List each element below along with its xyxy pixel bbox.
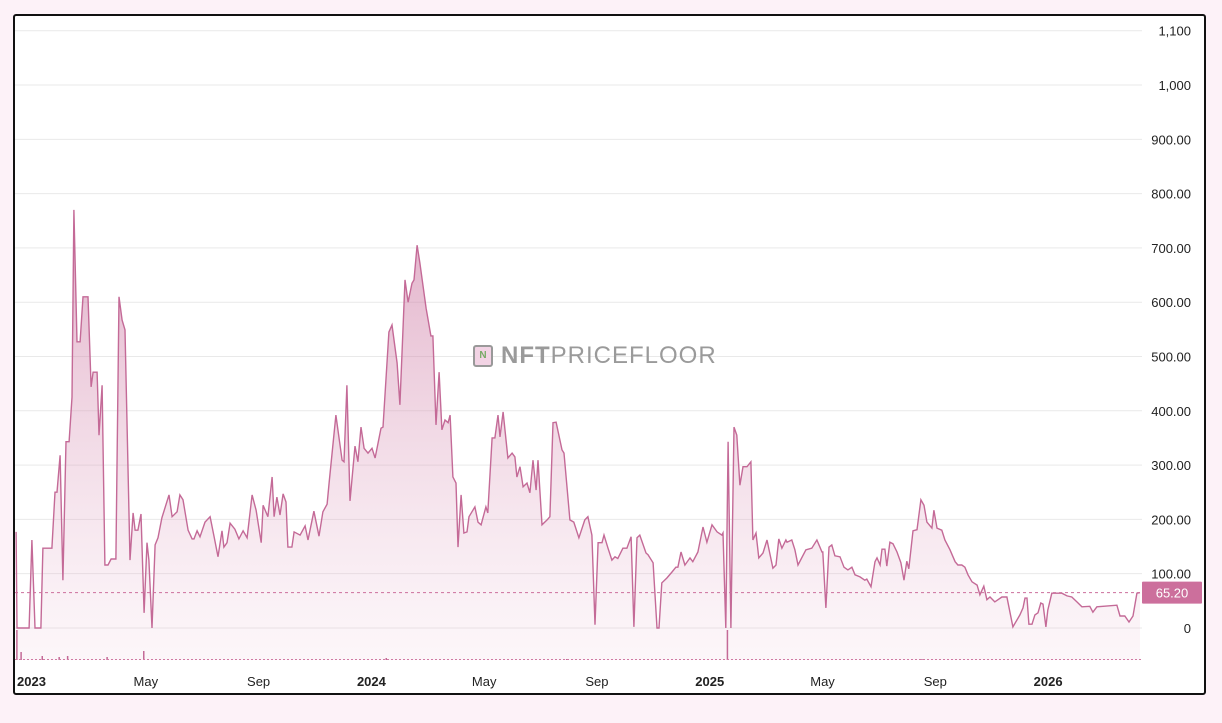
last-value-tag: 65.20	[1142, 581, 1202, 604]
y-tick-label: 400.00	[1151, 404, 1191, 419]
x-tick-label: May	[134, 674, 159, 689]
price-chart: 1,100 1,000 900.00 800.00 700.00 600.00 500.00…	[15, 24, 1202, 689]
y-tick-label: 300.00	[1151, 458, 1191, 473]
volume-bar	[16, 630, 18, 660]
y-tick-label: 1,100	[1158, 24, 1191, 39]
price-line	[15, 209, 1141, 629]
y-tick-label: 0	[1184, 621, 1191, 636]
volume-bar	[106, 657, 108, 660]
volume-bar	[143, 651, 145, 660]
y-tick-label: 1,000	[1158, 78, 1191, 93]
y-axis: 1,100 1,000 900.00 800.00 700.00 600.00 500.00…	[1151, 24, 1191, 636]
y-tick-label: 200.00	[1151, 512, 1191, 527]
x-tick-label: Sep	[585, 674, 608, 689]
last-value-label: 65.20	[1156, 586, 1189, 601]
x-tick-label: 2025	[695, 674, 724, 689]
chart-frame: 1,100 1,000 900.00 800.00 700.00 600.00 500.00…	[13, 14, 1206, 695]
x-tick-label: 2024	[357, 674, 387, 689]
volume-bars	[16, 630, 923, 660]
y-tick-label: 600.00	[1151, 295, 1191, 310]
volume-bar	[921, 659, 923, 660]
volume-bar	[58, 657, 60, 660]
y-tick-label: 500.00	[1151, 350, 1191, 365]
y-tick-label: 800.00	[1151, 187, 1191, 202]
x-tick-label: May	[472, 674, 497, 689]
volume-bar	[565, 659, 568, 660]
volume-bar	[41, 656, 44, 660]
x-tick-label: Sep	[924, 674, 947, 689]
price-area	[16, 209, 1141, 660]
x-tick-label: Sep	[247, 674, 270, 689]
y-tick-label: 100.00	[1151, 567, 1191, 582]
x-tick-label: 2023	[17, 674, 46, 689]
volume-bar	[20, 652, 22, 660]
x-tick-label: May	[810, 674, 835, 689]
y-tick-label: 900.00	[1151, 132, 1191, 147]
last-value-tag-bg	[1142, 581, 1202, 604]
volume-bar	[726, 630, 729, 660]
volume-bar	[66, 656, 69, 660]
x-axis: 2023 May Sep 2024 May Sep 2025 May Sep 2026	[17, 674, 1063, 689]
volume-bar	[385, 658, 387, 660]
y-tick-label: 700.00	[1151, 241, 1191, 256]
x-tick-label: 2026	[1034, 674, 1063, 689]
